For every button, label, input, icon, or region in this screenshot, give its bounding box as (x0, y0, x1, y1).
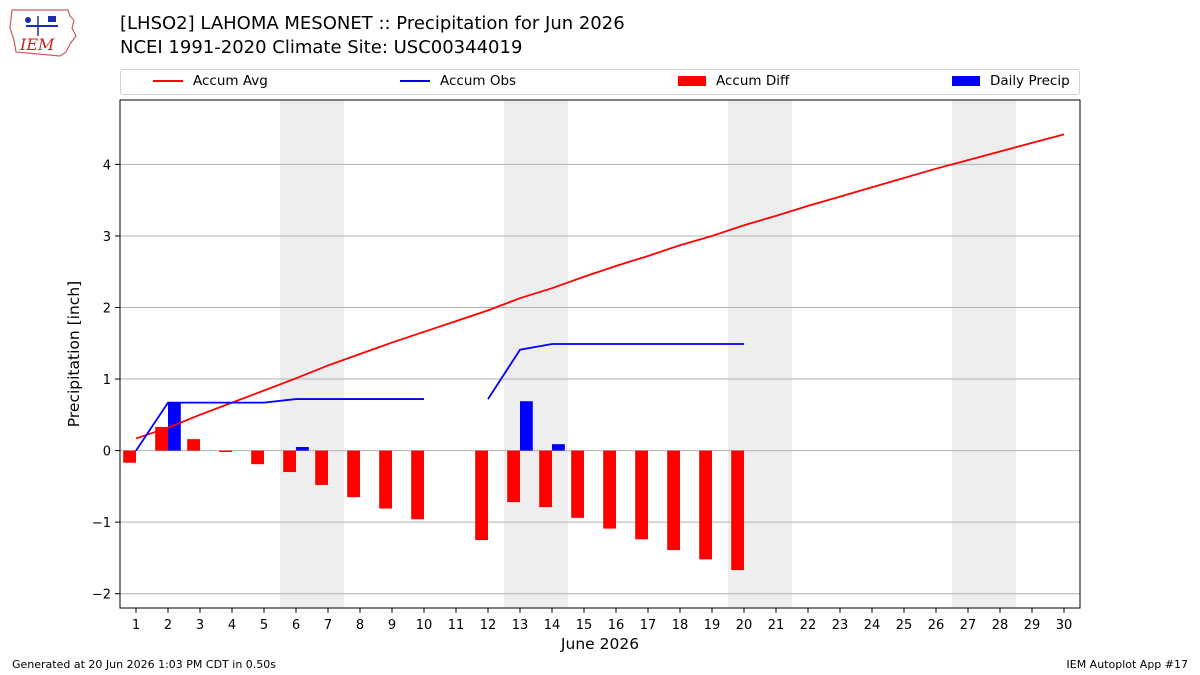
accum-diff-bar (667, 450, 680, 551)
legend-label: Accum Obs (440, 73, 517, 89)
plot-frame (119, 99, 1081, 609)
y-tick-label: −1 (92, 516, 111, 531)
x-tick-label: 10 (416, 618, 433, 633)
legend: Accum Avg Accum Obs Accum Diff Daily Pre… (120, 69, 1080, 95)
legend-swatch-accum-avg (153, 80, 183, 82)
legend-item-daily-precip: Daily Precip (952, 73, 1070, 89)
y-tick-label: 4 (103, 158, 111, 173)
x-tick-label: 25 (896, 618, 913, 633)
x-tick-label: 6 (292, 618, 300, 633)
accum-diff-bar (251, 450, 264, 465)
svg-text:IEM: IEM (19, 35, 55, 54)
chart-title: [LHSO2] LAHOMA MESONET :: Precipitation … (120, 13, 625, 34)
y-tick-label: 0 (103, 445, 111, 460)
legend-label: Accum Avg (193, 73, 268, 89)
x-tick-label: 1 (132, 618, 140, 633)
accum-diff-bar (379, 450, 392, 509)
accum-diff-bar (187, 439, 200, 451)
legend-swatch-daily-precip (952, 76, 980, 86)
legend-swatch-accum-obs (400, 80, 430, 82)
x-tick-label: 13 (512, 618, 529, 633)
generated-timestamp: Generated at 20 Jun 2026 1:03 PM CDT in … (12, 658, 277, 671)
accum-diff-bar (507, 450, 520, 503)
x-tick-label: 14 (544, 618, 561, 633)
legend-item-accum-avg: Accum Avg (153, 73, 268, 89)
x-tick-label: 3 (196, 618, 204, 633)
accum-diff-bar (347, 450, 360, 498)
x-tick-label: 17 (640, 618, 657, 633)
x-tick-label: 27 (960, 618, 977, 633)
weekend-shade (280, 100, 344, 608)
accum-diff-bar (411, 450, 424, 520)
x-tick-label: 28 (992, 618, 1009, 633)
legend-item-accum-obs: Accum Obs (400, 73, 516, 89)
x-tick-label: 23 (832, 618, 849, 633)
x-tick-label: 18 (672, 618, 689, 633)
x-tick-label: 8 (356, 618, 364, 633)
accum-diff-bar (123, 450, 136, 463)
x-tick-label: 4 (228, 618, 236, 633)
accum-obs-line (487, 343, 744, 400)
y-tick-label: −2 (92, 588, 111, 603)
x-tick-label: 15 (576, 618, 593, 633)
accum-diff-bar (155, 426, 168, 451)
legend-item-accum-diff: Accum Diff (678, 73, 789, 89)
accum-diff-bar (571, 450, 584, 518)
accum-diff-bar (475, 450, 488, 541)
accum-diff-bar (603, 450, 616, 529)
x-tick-label: 21 (768, 618, 785, 633)
app-credit: IEM Autoplot App #17 (1066, 658, 1189, 671)
x-tick-label: 11 (448, 618, 465, 633)
x-axis-label: June 2026 (560, 635, 639, 653)
weekend-shade (504, 100, 568, 608)
accum-diff-bar (315, 450, 328, 485)
x-tick-label: 12 (480, 618, 497, 633)
y-tick-label: 3 (103, 230, 111, 245)
x-tick-label: 5 (260, 618, 268, 633)
daily-precip-bar (552, 444, 565, 451)
daily-precip-bar (296, 447, 309, 451)
legend-label: Daily Precip (990, 73, 1070, 89)
x-tick-label: 9 (388, 618, 396, 633)
x-tick-label: 30 (1056, 618, 1073, 633)
x-tick-label: 19 (704, 618, 721, 633)
x-tick-label: 2 (164, 618, 172, 633)
x-tick-label: 16 (608, 618, 625, 633)
x-tick-label: 7 (324, 618, 332, 633)
iem-logo: IEM (9, 9, 77, 57)
x-tick-label: 24 (864, 618, 881, 633)
daily-precip-bar (520, 401, 533, 451)
accum-diff-bar (219, 450, 232, 453)
chart-subtitle: NCEI 1991-2020 Climate Site: USC00344019 (120, 37, 523, 58)
weekend-shade (952, 100, 1016, 608)
accum-diff-bar (731, 450, 744, 571)
accum-obs-line (135, 398, 424, 452)
x-tick-label: 26 (928, 618, 945, 633)
legend-swatch-accum-diff (678, 76, 706, 86)
accum-diff-bar (699, 450, 712, 560)
x-tick-label: 22 (800, 618, 817, 633)
accum-diff-bar (283, 450, 296, 473)
accum-diff-bar (635, 450, 648, 540)
x-tick-label: 29 (1024, 618, 1041, 633)
legend-label: Accum Diff (716, 73, 790, 89)
y-axis-label: Precipitation [inch] (65, 281, 83, 427)
y-tick-label: 2 (103, 301, 111, 316)
y-tick-label: 1 (103, 373, 111, 388)
daily-precip-bar (168, 402, 181, 451)
accum-avg-line (135, 133, 1065, 440)
accum-diff-bar (539, 450, 552, 508)
x-tick-label: 20 (736, 618, 753, 633)
